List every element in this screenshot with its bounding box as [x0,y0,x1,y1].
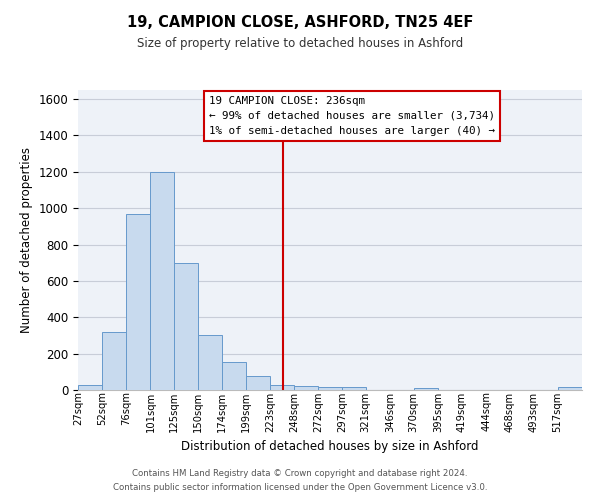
Bar [270,386,294,390]
X-axis label: Distribution of detached houses by size in Ashford: Distribution of detached houses by size … [181,440,479,453]
Text: 19 CAMPION CLOSE: 236sqm
← 99% of detached houses are smaller (3,734)
1% of semi: 19 CAMPION CLOSE: 236sqm ← 99% of detach… [209,96,495,136]
Bar [199,334,222,390]
Bar [103,332,126,390]
Text: Size of property relative to detached houses in Ashford: Size of property relative to detached ho… [137,38,463,51]
Bar [247,376,270,390]
Bar [413,388,438,390]
Bar [174,262,199,390]
Bar [151,172,174,390]
Text: 19, CAMPION CLOSE, ASHFORD, TN25 4EF: 19, CAMPION CLOSE, ASHFORD, TN25 4EF [127,15,473,30]
Text: Contains HM Land Registry data © Crown copyright and database right 2024.: Contains HM Land Registry data © Crown c… [132,468,468,477]
Bar [222,362,247,390]
Y-axis label: Number of detached properties: Number of detached properties [20,147,33,333]
Bar [126,214,151,390]
Text: Contains public sector information licensed under the Open Government Licence v3: Contains public sector information licen… [113,484,487,492]
Bar [318,388,342,390]
Bar [342,388,366,390]
Bar [557,388,582,390]
Bar [78,384,103,390]
Bar [294,386,318,390]
